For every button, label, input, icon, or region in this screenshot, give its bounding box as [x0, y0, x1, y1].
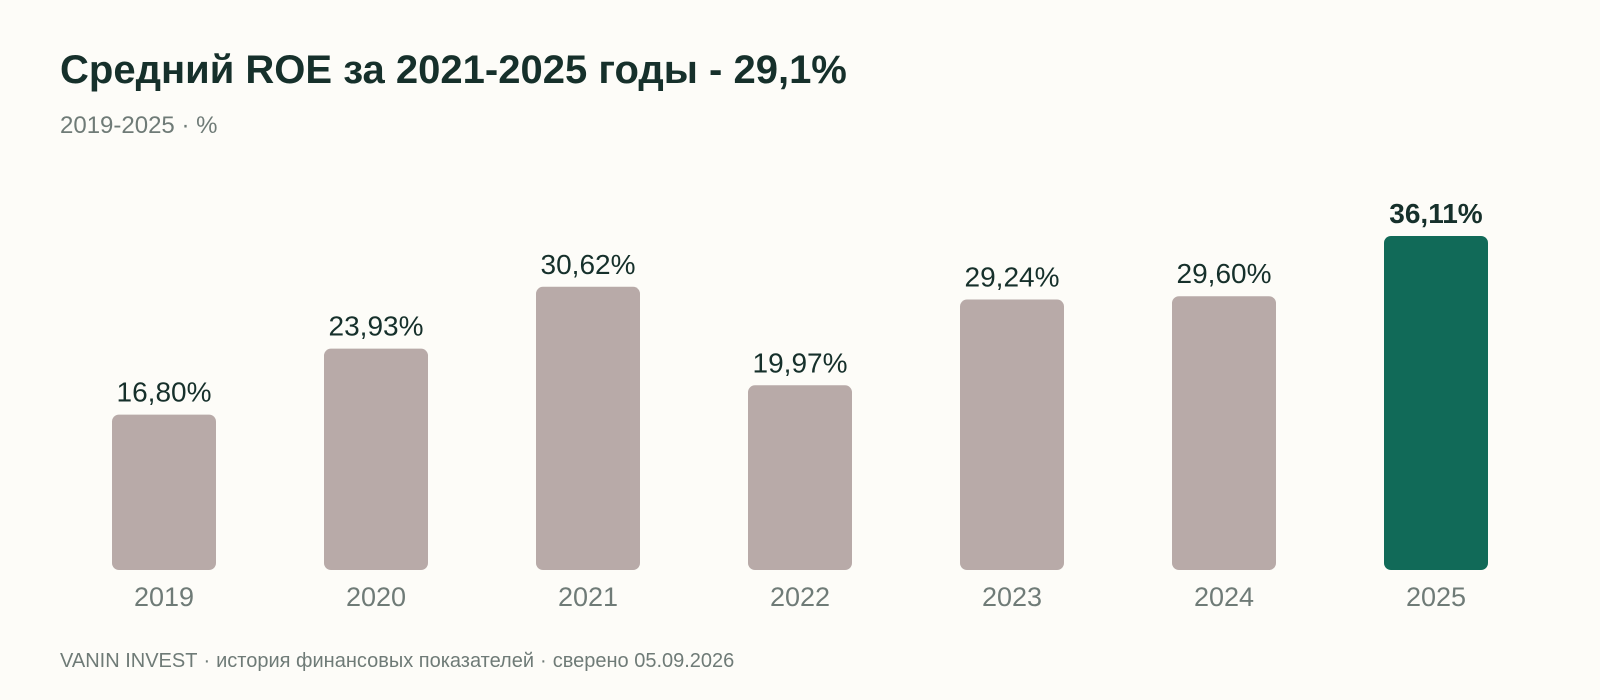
bar-2021	[536, 286, 640, 570]
bar-2023	[960, 299, 1064, 570]
footer: VANIN INVEST · история финансовых показате…	[60, 650, 734, 673]
bar-2019	[112, 414, 216, 570]
x-tick-label-2024: 2024	[1194, 582, 1254, 612]
value-label-2025: 36,11%	[1389, 198, 1483, 229]
x-tick-label-2022: 2022	[770, 582, 830, 612]
x-tick-label-2023: 2023	[982, 582, 1042, 612]
bar-2025	[1384, 236, 1488, 570]
value-label-2022: 19,97%	[753, 347, 848, 378]
bar-2024	[1172, 296, 1276, 570]
footer-verified: сверено 05.09.2026	[552, 650, 735, 672]
value-label-2021: 30,62%	[541, 249, 636, 280]
footer-description: история финансовых показателей	[216, 650, 535, 672]
chart-subtitle: 2019-2025 · %	[60, 112, 218, 139]
footer-separator: ·	[203, 650, 211, 672]
x-tick-label-2025: 2025	[1406, 582, 1466, 612]
bar-2022	[748, 385, 852, 570]
bar-2020	[324, 348, 428, 570]
chart-title: Средний ROE за 2021-2025 годы - 29,1%	[60, 48, 847, 92]
x-tick-label-2020: 2020	[346, 582, 406, 612]
value-label-2019: 16,80%	[117, 377, 212, 408]
x-tick-label-2021: 2021	[558, 582, 618, 612]
footer-separator: ·	[540, 650, 547, 672]
value-label-2020: 23,93%	[329, 311, 424, 342]
x-tick-label-2019: 2019	[134, 582, 194, 612]
value-label-2024: 29,60%	[1177, 258, 1272, 289]
value-label-2023: 29,24%	[965, 262, 1060, 293]
bar-chart: 16,80% 2019 23,93% 2020 30,62% 2021 19,97% 2022…	[112, 198, 1488, 612]
footer-source: VANIN INVEST	[60, 650, 198, 672]
